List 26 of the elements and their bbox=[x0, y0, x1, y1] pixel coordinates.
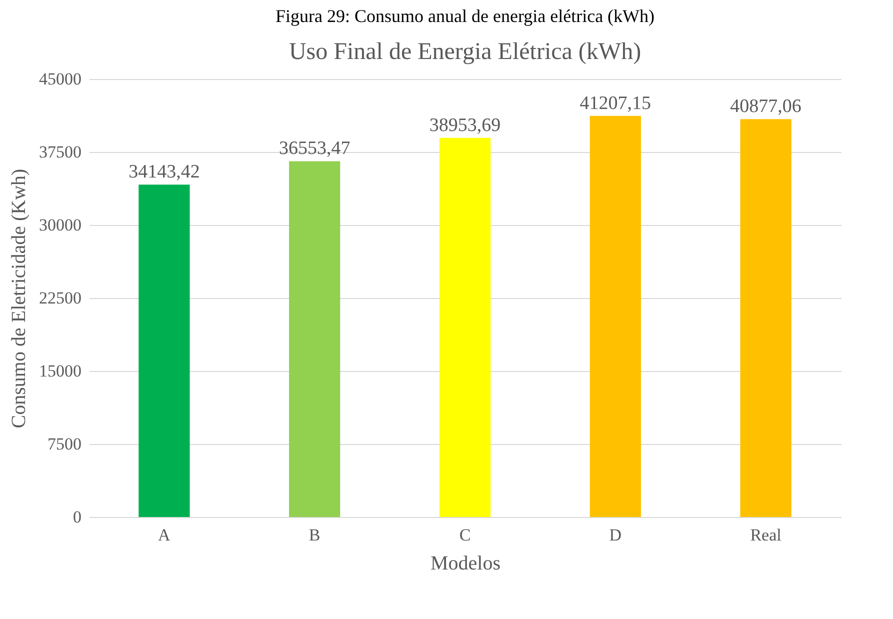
bar bbox=[740, 119, 792, 517]
data-label: 38953,69 bbox=[429, 114, 501, 136]
x-tick-label: A bbox=[158, 526, 172, 544]
y-tick-label: 37500 bbox=[39, 142, 82, 162]
data-label: 36553,47 bbox=[278, 138, 350, 160]
bar bbox=[590, 116, 641, 517]
x-tick-label: Real bbox=[750, 526, 782, 544]
bar bbox=[138, 184, 190, 517]
y-tick-label: 0 bbox=[73, 508, 82, 526]
bar bbox=[439, 138, 491, 517]
data-label: 40877,06 bbox=[730, 96, 802, 118]
data-label: 34143,42 bbox=[128, 162, 200, 183]
chart-title: Figura 29: Consumo anual de energia elétrica (kWh) bbox=[275, 6, 655, 26]
x-tick-label: D bbox=[609, 526, 622, 544]
y-tick-label: 45000 bbox=[39, 70, 82, 88]
y-axis-title: Consumo de Eletricidade (Kwh) bbox=[8, 168, 30, 428]
y-tick-label: 22500 bbox=[39, 288, 82, 308]
x-tick-label: C bbox=[459, 526, 471, 544]
data-label: 41207,15 bbox=[580, 92, 652, 114]
x-tick-label: B bbox=[308, 526, 320, 544]
bar bbox=[289, 161, 340, 517]
y-tick-label: 15000 bbox=[39, 362, 82, 380]
y-tick-label: 30000 bbox=[39, 216, 82, 234]
y-tick-label: 7500 bbox=[48, 434, 82, 454]
chart-subtitle: Uso Final de Energia Elétrica (kWh) bbox=[288, 39, 642, 65]
x-axis-title: Modelos bbox=[430, 552, 501, 574]
